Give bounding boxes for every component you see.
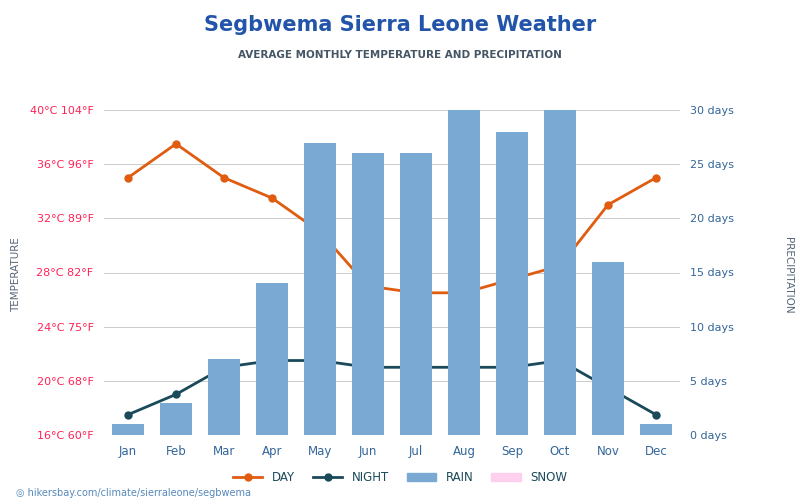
Text: PRECIPITATION: PRECIPITATION xyxy=(783,236,793,314)
Text: Segbwema Sierra Leone Weather: Segbwema Sierra Leone Weather xyxy=(204,15,596,35)
Bar xyxy=(448,110,480,435)
Bar xyxy=(545,110,576,435)
Bar xyxy=(593,262,624,435)
Bar xyxy=(304,142,336,435)
Text: TEMPERATURE: TEMPERATURE xyxy=(11,238,21,312)
Text: ◎ hikersbay.com/climate/sierraleone/segbwema: ◎ hikersbay.com/climate/sierraleone/segb… xyxy=(16,488,251,498)
Text: AVERAGE MONTHLY TEMPERATURE AND PRECIPITATION: AVERAGE MONTHLY TEMPERATURE AND PRECIPIT… xyxy=(238,50,562,60)
Bar xyxy=(352,154,384,435)
Bar xyxy=(160,402,192,435)
Bar xyxy=(496,132,527,435)
Legend: DAY, NIGHT, RAIN, SNOW: DAY, NIGHT, RAIN, SNOW xyxy=(228,466,572,489)
Bar xyxy=(256,284,288,435)
Bar xyxy=(208,359,240,435)
Bar xyxy=(400,154,432,435)
Bar xyxy=(112,424,144,435)
Bar xyxy=(641,424,672,435)
